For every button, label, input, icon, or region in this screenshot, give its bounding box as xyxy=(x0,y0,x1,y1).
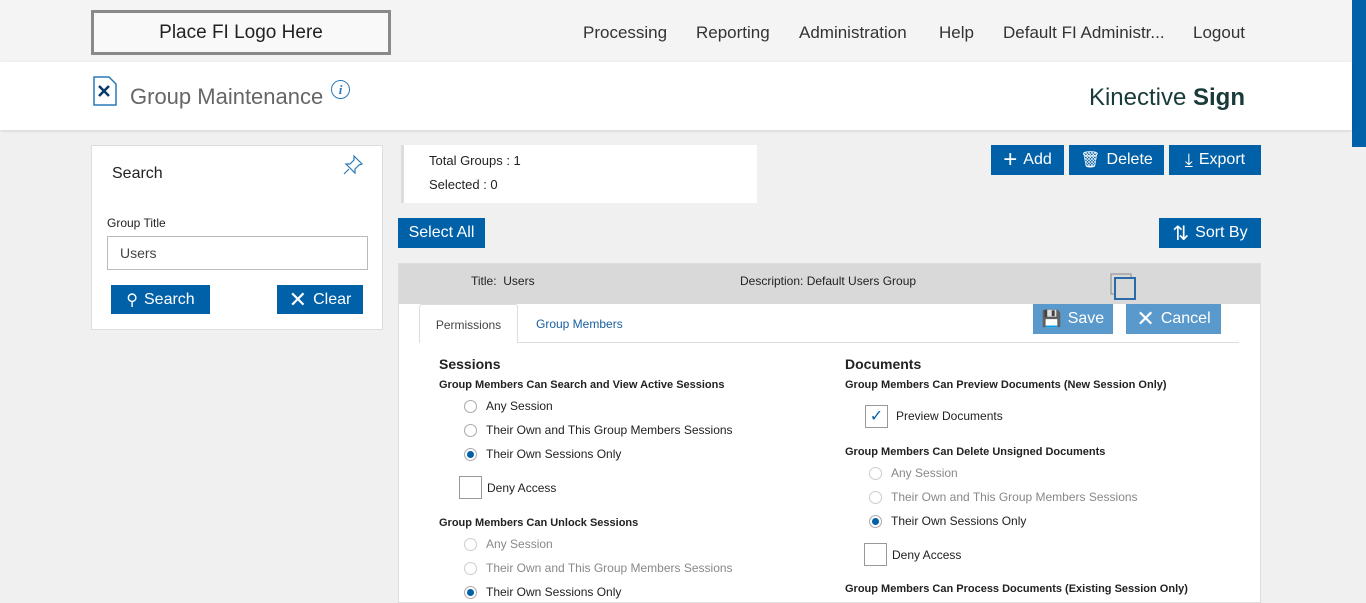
view-deny-access-label: Deny Access xyxy=(487,481,557,495)
option-label: Their Own Sessions Only xyxy=(486,585,622,599)
save-label: Save xyxy=(1067,310,1105,327)
top-bar: Place FI Logo Here Processing Reporting … xyxy=(0,0,1366,62)
nav-reporting[interactable]: Reporting xyxy=(696,23,770,42)
select-all-button[interactable]: Select All xyxy=(398,218,485,248)
radio[interactable] xyxy=(464,448,477,462)
view-sessions-label: Group Members Can Search and View Active… xyxy=(439,379,725,391)
option-label: Their Own and This Group Members Session… xyxy=(891,490,1138,504)
nav-user-menu[interactable]: Default FI Administr... xyxy=(1003,23,1165,42)
unlock-sessions-label: Group Members Can Unlock Sessions xyxy=(439,517,639,529)
process-documents-label: Group Members Can Process Documents (Exi… xyxy=(845,583,1188,595)
preview-documents-label: Group Members Can Preview Documents (New… xyxy=(845,379,1167,391)
radio[interactable] xyxy=(464,424,477,438)
delete-button[interactable]: 🗑 Delete xyxy=(1069,145,1164,175)
close-icon: ✕ xyxy=(1136,306,1155,331)
download-icon: ⤓ xyxy=(1184,149,1193,170)
documents-heading: Documents xyxy=(845,356,922,372)
search-icon: ⚲ xyxy=(126,291,138,309)
close-icon: ✕ xyxy=(288,286,308,312)
search-button[interactable]: ⚲ Search xyxy=(111,285,210,314)
nav-processing[interactable]: Processing xyxy=(583,23,668,42)
group-description: Description: Default Users Group xyxy=(740,274,917,288)
brand-bold: Sign xyxy=(1193,84,1245,111)
delete-documents-label: Group Members Can Delete Unsigned Docume… xyxy=(845,446,1106,458)
group-title-input[interactable] xyxy=(107,236,368,270)
add-button[interactable]: + Add xyxy=(991,145,1064,175)
group-title-label: Group Title xyxy=(107,216,166,230)
radio xyxy=(869,467,882,481)
clear-label: Clear xyxy=(313,290,352,308)
brand-logo: Kinective Sign xyxy=(1089,84,1245,112)
tab-permissions[interactable]: Permissions xyxy=(419,304,518,343)
unlock-own-and-group: Their Own and This Group Members Session… xyxy=(464,561,733,576)
unlock-any-session: Any Session xyxy=(464,537,553,552)
tab-divider xyxy=(419,342,1239,343)
radio xyxy=(464,586,477,600)
group-title: Title: Users xyxy=(471,274,535,288)
delete-deny-access-checkbox[interactable] xyxy=(864,543,887,566)
info-icon[interactable]: i xyxy=(331,80,350,99)
plus-icon: + xyxy=(1003,146,1018,173)
nav-administration[interactable]: Administration xyxy=(799,23,907,42)
view-own-and-group[interactable]: Their Own and This Group Members Session… xyxy=(464,423,733,438)
delete-own-and-group: Their Own and This Group Members Session… xyxy=(869,490,1138,505)
search-label: Search xyxy=(144,290,195,308)
view-own-only[interactable]: Their Own Sessions Only xyxy=(464,447,622,462)
delete-label: Delete xyxy=(1106,151,1153,168)
summary-panel: Total Groups : 1 Selected : 0 xyxy=(401,145,757,203)
option-label: Their Own and This Group Members Session… xyxy=(486,423,733,437)
sort-by-label: Sort By xyxy=(1195,224,1248,241)
group-card: Title: Users Description: Default Users … xyxy=(398,263,1261,603)
sort-by-button[interactable]: ⇅ Sort By xyxy=(1159,218,1261,248)
option-label: Their Own Sessions Only xyxy=(891,514,1027,528)
selected-count: Selected : 0 xyxy=(429,177,498,192)
copy-icon[interactable] xyxy=(1110,273,1138,301)
fi-logo: Place FI Logo Here xyxy=(91,10,391,55)
add-label: Add xyxy=(1023,151,1052,168)
radio[interactable] xyxy=(869,515,882,529)
sort-icon: ⇅ xyxy=(1172,222,1190,245)
pin-icon[interactable] xyxy=(342,154,364,176)
page-title: Group Maintenance xyxy=(130,84,324,109)
brand-light: Kinective xyxy=(1088,84,1187,111)
unlock-own-only: Their Own Sessions Only xyxy=(464,585,622,600)
tab-group-members[interactable]: Group Members xyxy=(536,317,623,331)
page-header: Group Maintenance i Kinective Sign xyxy=(0,62,1352,130)
option-label: Any Session xyxy=(891,466,958,480)
trash-icon: 🗑 xyxy=(1080,152,1101,169)
group-card-header[interactable]: Title: Users Description: Default Users … xyxy=(399,264,1260,304)
radio xyxy=(464,562,477,576)
delete-own-only[interactable]: Their Own Sessions Only xyxy=(869,514,1027,529)
option-label: Any Session xyxy=(486,537,553,551)
option-label: Their Own Sessions Only xyxy=(486,447,622,461)
scrollbar[interactable] xyxy=(1352,0,1366,147)
preview-documents-text: Preview Documents xyxy=(896,409,1003,423)
radio xyxy=(464,538,477,552)
radio xyxy=(869,491,882,505)
view-deny-access-checkbox[interactable] xyxy=(459,476,482,499)
delete-deny-access-label: Deny Access xyxy=(892,548,962,562)
export-button[interactable]: ⤓ Export xyxy=(1169,145,1261,175)
option-label: Their Own and This Group Members Session… xyxy=(486,561,733,575)
cancel-label: Cancel xyxy=(1160,310,1211,327)
radio[interactable] xyxy=(464,400,477,414)
export-label: Export xyxy=(1198,151,1246,168)
cancel-button[interactable]: ✕ Cancel xyxy=(1126,304,1221,334)
group-maintenance-icon xyxy=(93,76,117,106)
view-any-session[interactable]: Any Session xyxy=(464,399,553,414)
search-title: Search xyxy=(112,165,163,182)
sessions-heading: Sessions xyxy=(439,356,501,372)
search-panel: Search Group Title ⚲ Search ✕ Clear xyxy=(91,145,383,330)
preview-documents-checkbox[interactable]: ✓ xyxy=(865,405,888,428)
save-button[interactable]: 💾 Save xyxy=(1033,304,1113,334)
save-icon: 💾 xyxy=(1041,311,1062,328)
option-label: Any Session xyxy=(486,399,553,413)
clear-button[interactable]: ✕ Clear xyxy=(277,285,363,314)
delete-any-session: Any Session xyxy=(869,466,958,481)
nav-logout[interactable]: Logout xyxy=(1193,23,1245,42)
total-groups: Total Groups : 1 xyxy=(429,153,521,168)
nav-help[interactable]: Help xyxy=(939,23,974,42)
